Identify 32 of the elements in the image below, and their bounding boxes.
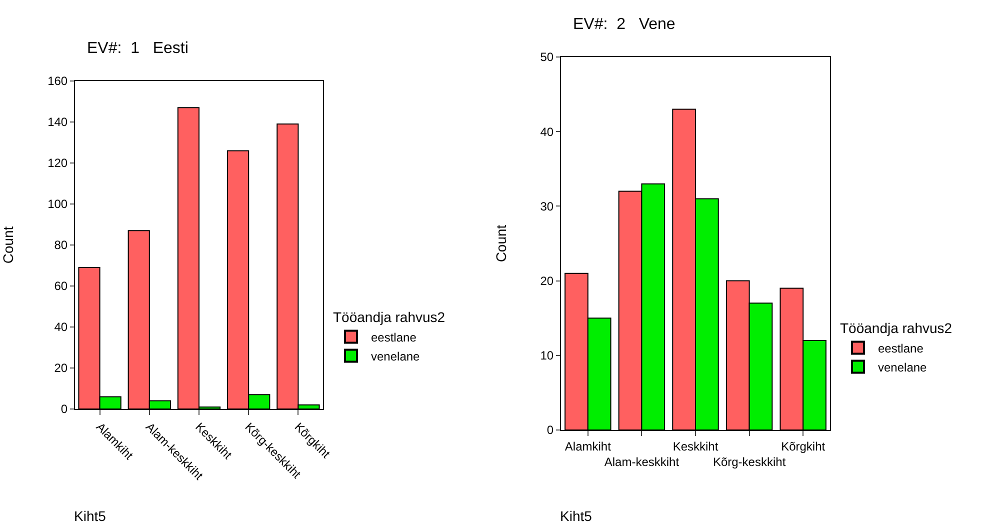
- y-tick-label: 140: [48, 115, 68, 130]
- y-tick-label: 40: [540, 124, 554, 139]
- legend-title: Tööandja rahvus2: [840, 320, 952, 336]
- chart-title: EV#: 2 Vene: [573, 16, 676, 33]
- y-axis-title: Count: [0, 226, 16, 264]
- y-axis-title: Count: [492, 224, 509, 262]
- y-tick-label: 160: [48, 74, 68, 88]
- y-tick-label: 40: [54, 320, 68, 334]
- y-tick-label: 0: [546, 423, 554, 438]
- x-tick-label: Kõrg-keskkiht: [712, 455, 786, 469]
- y-tick-label: 60: [54, 279, 68, 294]
- chart-title: EV#: 1 Eesti: [87, 40, 188, 57]
- x-tick-label: Kõrgkiht: [781, 439, 826, 454]
- y-tick-label: 0: [60, 402, 68, 416]
- legend-label: eestlane: [371, 330, 417, 344]
- x-tick-label: Alam-keskkiht: [604, 455, 680, 469]
- legend-label: venelane: [371, 349, 420, 364]
- legend-title: Tööandja rahvus2: [333, 309, 446, 326]
- x-tick-label: Keskkiht: [672, 439, 719, 454]
- y-tick-label: 100: [48, 197, 68, 212]
- y-tick-label: 120: [48, 156, 68, 170]
- y-tick-label: 50: [540, 50, 554, 64]
- y-tick-label: 20: [540, 274, 554, 288]
- x-axis-title: Kiht5: [74, 508, 106, 524]
- x-tick-label: Alamkiht: [564, 439, 612, 454]
- y-tick-label: 10: [540, 348, 554, 363]
- y-tick-label: 80: [54, 238, 68, 252]
- legend-label: venelane: [878, 360, 928, 374]
- legend-label: eestlane: [878, 341, 924, 356]
- y-tick-label: 20: [54, 361, 68, 376]
- y-tick-label: 30: [540, 199, 554, 214]
- x-axis-title: Kiht5: [560, 508, 592, 524]
